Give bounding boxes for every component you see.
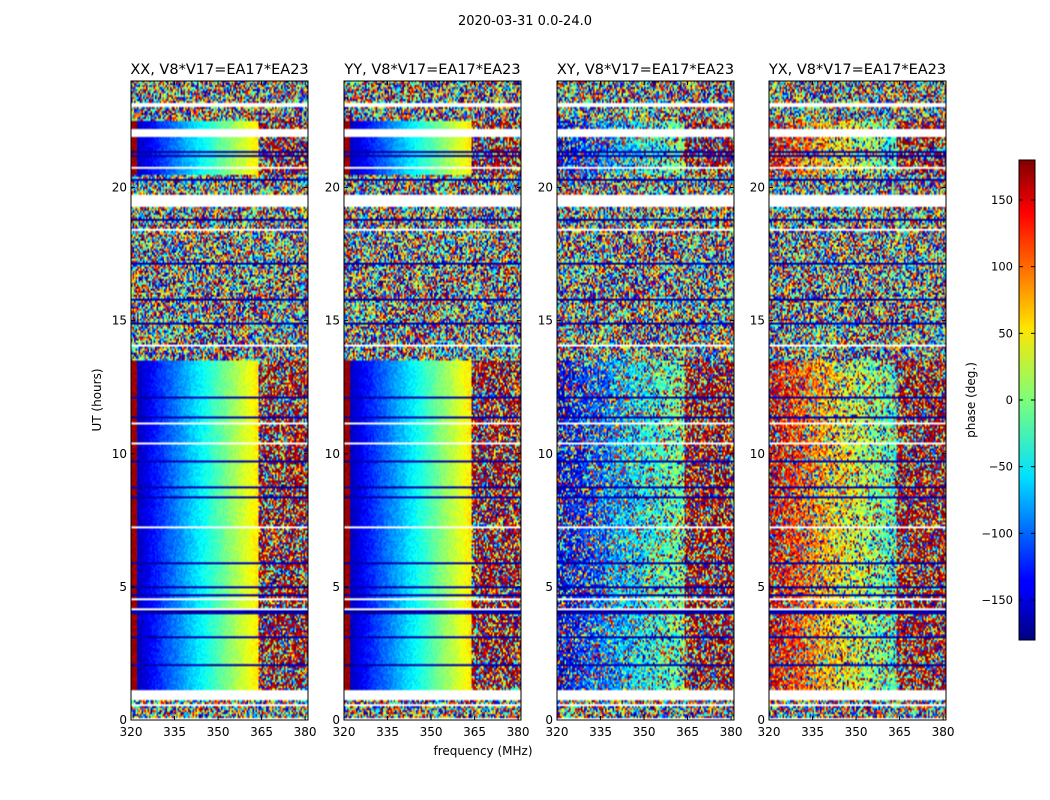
plot-frame xyxy=(130,80,309,721)
panel-4: YX, V8*V17=EA17*EA23 320 335 350 365 380 0 5 10 1… xyxy=(750,62,955,739)
y-tick-label: 0 xyxy=(119,713,127,727)
x-tick-label: 350 xyxy=(207,725,230,739)
y-tick-label: 15 xyxy=(538,314,553,328)
y-tick-label: 20 xyxy=(112,181,127,195)
colorbar-tick-label: 100 xyxy=(991,260,1013,274)
y-tick-label: 0 xyxy=(757,713,765,727)
y-tick-label: 15 xyxy=(325,314,340,328)
phase-heatmap xyxy=(131,81,308,720)
x-tick-label: 335 xyxy=(589,725,612,739)
x-tick-label: 380 xyxy=(932,725,955,739)
y-tick-label: 5 xyxy=(545,580,553,594)
panel-title: YY, V8*V17=EA17*EA23 xyxy=(343,62,520,78)
phase-heatmap xyxy=(769,81,946,720)
x-tick-label: 380 xyxy=(507,725,530,739)
plot-frame xyxy=(343,80,522,721)
x-tick-label: 350 xyxy=(420,725,443,739)
x-tick-label: 380 xyxy=(294,725,317,739)
x-tick-label: 320 xyxy=(333,725,356,739)
y-tick-label: 15 xyxy=(112,314,127,328)
panel-2: YY, V8*V17=EA17*EA23 320 335 350 365 380 0 5 10 1… xyxy=(325,62,530,739)
y-tick-label: 0 xyxy=(332,713,340,727)
x-tick-label: 350 xyxy=(845,725,868,739)
y-tick-label: 10 xyxy=(750,447,765,461)
y-tick-label: 10 xyxy=(538,447,553,461)
colorbar-label: phase (deg.) xyxy=(964,362,978,438)
x-tick-label: 320 xyxy=(758,725,781,739)
y-tick-label: 15 xyxy=(750,314,765,328)
x-tick-label: 335 xyxy=(801,725,824,739)
y-tick-label: 20 xyxy=(325,181,340,195)
x-tick-label: 365 xyxy=(676,725,699,739)
x-tick-label: 365 xyxy=(250,725,273,739)
y-tick-label: 10 xyxy=(112,447,127,461)
x-tick-label: 380 xyxy=(720,725,743,739)
x-tick-label: 320 xyxy=(120,725,143,739)
panel-title: XY, V8*V17=EA17*EA23 xyxy=(557,62,734,78)
colorbar: 150 100 50 0 −50 −100 −150 xyxy=(981,159,1036,641)
colorbar-gradient xyxy=(1019,160,1035,640)
panel-title: XX, V8*V17=EA17*EA23 xyxy=(130,62,308,78)
plot-frame xyxy=(556,80,735,721)
x-tick-label: 365 xyxy=(463,725,486,739)
colorbar-tick-label: 50 xyxy=(998,326,1013,340)
colorbar-tick-label: −150 xyxy=(981,593,1013,607)
y-tick-label: 20 xyxy=(538,181,553,195)
y-tick-label: 5 xyxy=(119,580,127,594)
y-axis-label: UT (hours) xyxy=(90,368,104,431)
y-tick-label: 5 xyxy=(332,580,340,594)
y-tick-label: 5 xyxy=(757,580,765,594)
panel-title: YX, V8*V17=EA17*EA23 xyxy=(768,62,946,78)
colorbar-tick-label: −50 xyxy=(989,460,1013,474)
panel-1: XX, V8*V17=EA17*EA23 320 335 350 365 380 0 5 10 1… xyxy=(112,62,317,739)
x-tick-label: 335 xyxy=(376,725,399,739)
plot-frame xyxy=(768,80,947,721)
colorbar-tick-label: 150 xyxy=(991,193,1013,207)
figure-suptitle: 2020-03-31 0.0-24.0 xyxy=(458,14,592,29)
colorbar-tick-label: 0 xyxy=(1006,393,1013,407)
x-tick-label: 320 xyxy=(546,725,569,739)
phase-heatmap xyxy=(344,81,521,720)
x-axis-label: frequency (MHz) xyxy=(433,744,532,758)
y-tick-label: 0 xyxy=(545,713,553,727)
colorbar-tick-label: −100 xyxy=(981,526,1013,540)
x-tick-label: 365 xyxy=(888,725,911,739)
y-tick-label: 20 xyxy=(750,181,765,195)
phase-heatmap xyxy=(557,81,734,720)
y-tick-label: 10 xyxy=(325,447,340,461)
panel-3: XY, V8*V17=EA17*EA23 320 335 350 365 380 0 5 10 1… xyxy=(538,62,743,739)
x-tick-label: 335 xyxy=(163,725,186,739)
x-tick-label: 350 xyxy=(633,725,656,739)
